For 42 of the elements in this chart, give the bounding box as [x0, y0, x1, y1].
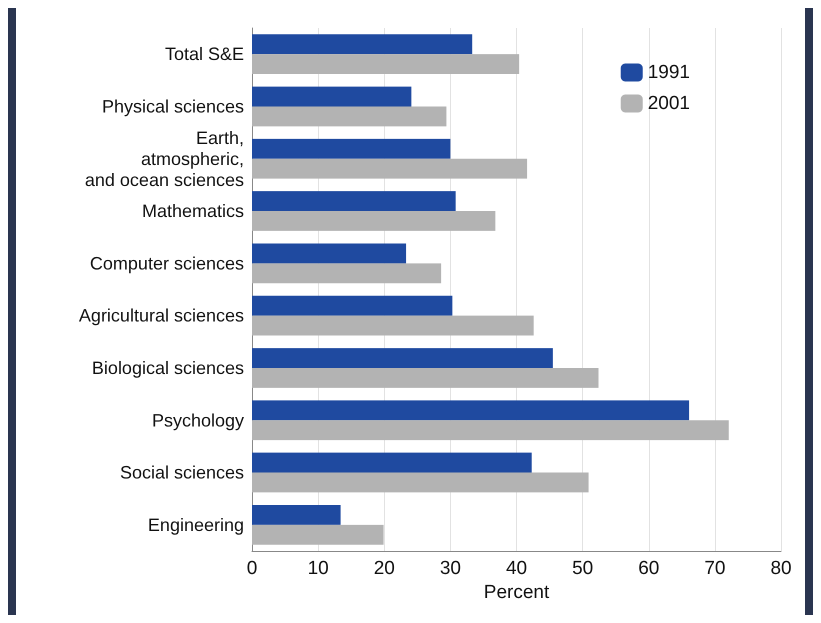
bar: [252, 420, 729, 440]
bar: [252, 54, 520, 74]
x-tick-label: 30: [440, 558, 461, 579]
legend-label: 2001: [648, 93, 690, 114]
x-tick-label: 80: [770, 558, 792, 579]
bar: [252, 504, 341, 525]
y-tick-label: Biological sciences: [92, 358, 244, 378]
bar: [252, 400, 690, 420]
bar: [252, 191, 456, 212]
x-axis-title: Percent: [484, 582, 550, 603]
bar: [252, 368, 598, 388]
bar: [252, 138, 450, 159]
bar: [252, 106, 446, 126]
y-tick-label: Earth, atmospheric, and ocean sciences: [84, 128, 244, 190]
y-tick-label: Computer sciences: [90, 253, 244, 274]
bar: [252, 296, 452, 316]
bar: [252, 158, 528, 179]
y-tick-label: Physical sciences: [102, 96, 244, 116]
legend-label: 1991: [648, 62, 690, 83]
bar: [252, 452, 532, 473]
bar: [252, 211, 496, 231]
x-tick-label: 50: [572, 558, 594, 579]
x-tick-label: 40: [506, 558, 528, 579]
bar: [252, 316, 534, 336]
bar: [252, 263, 442, 284]
bar: [252, 524, 384, 545]
y-tick-label: Total S&E: [164, 44, 244, 64]
x-tick-label: 20: [374, 558, 395, 579]
x-tick-label: 70: [704, 558, 726, 579]
y-tick-label: Agricultural sciences: [78, 306, 244, 326]
bar: [252, 348, 553, 368]
bar: [252, 86, 412, 106]
y-tick-label: Engineering: [148, 514, 244, 535]
x-tick-label: 10: [308, 558, 329, 579]
y-tick-label: Mathematics: [142, 201, 244, 222]
x-tick-label: 0: [246, 558, 258, 579]
bar: [252, 34, 472, 54]
y-tick-label: Social sciences: [120, 462, 244, 483]
y-tick-label: Psychology: [152, 410, 244, 430]
bar: [252, 472, 589, 492]
bar: [252, 243, 406, 264]
x-tick-label: 60: [638, 558, 660, 579]
